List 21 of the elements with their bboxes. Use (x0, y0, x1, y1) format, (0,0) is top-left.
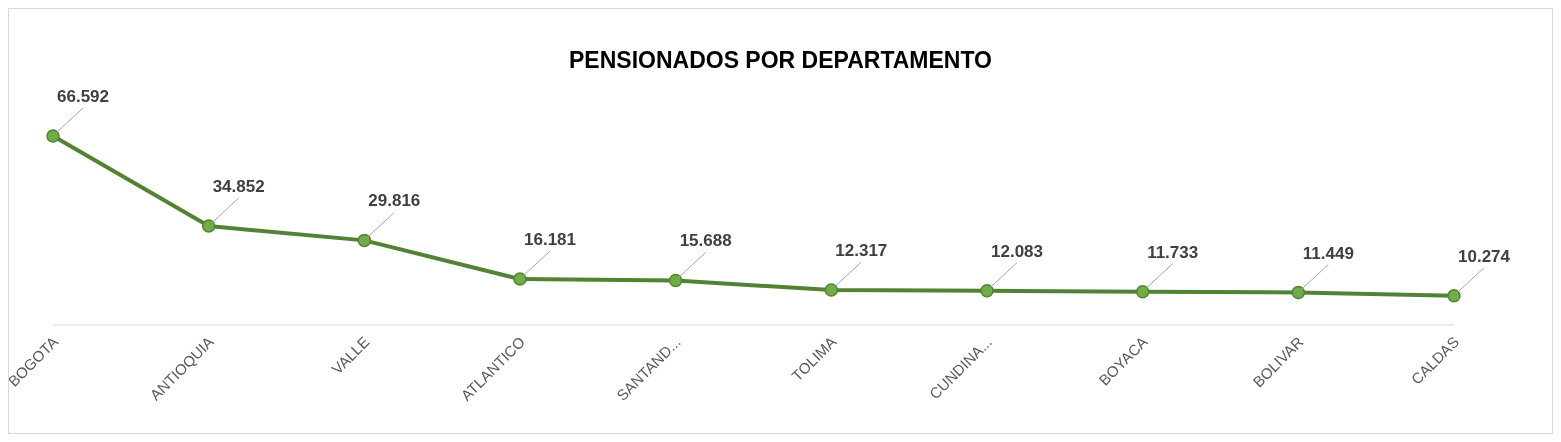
data-label: 16.181 (524, 230, 576, 250)
point (46, 129, 60, 143)
point (1291, 285, 1306, 300)
point (1135, 284, 1150, 299)
data-label: 34.852 (212, 177, 265, 197)
point (201, 219, 216, 233)
data-label: 11.733 (1147, 242, 1199, 262)
point (824, 283, 839, 297)
point (357, 233, 372, 248)
point (980, 283, 994, 298)
point (513, 272, 527, 286)
data-label: 12.317 (835, 241, 888, 261)
data-label: 66.592 (57, 87, 109, 106)
point (1447, 289, 1461, 303)
point (668, 273, 683, 288)
data-label: 15.688 (679, 231, 732, 251)
data-label: 29.816 (368, 191, 421, 211)
data-label: 11.449 (1302, 243, 1354, 263)
chart-title: PENSIONADOS POR DEPARTAMENTO (568, 47, 993, 74)
data-label: 12.083 (991, 241, 1043, 261)
data-label: 10.274 (1458, 246, 1511, 266)
